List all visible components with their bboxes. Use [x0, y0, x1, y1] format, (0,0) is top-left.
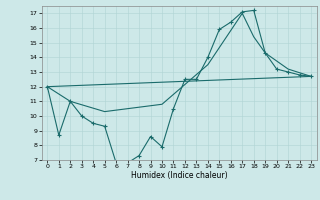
X-axis label: Humidex (Indice chaleur): Humidex (Indice chaleur): [131, 171, 228, 180]
